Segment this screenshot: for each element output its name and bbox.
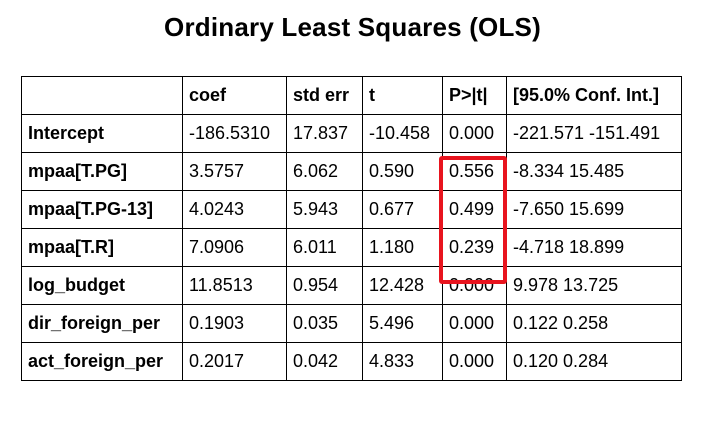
cell-coef: 11.8513 xyxy=(182,266,287,305)
cell-conf-int: -7.650 15.699 xyxy=(506,190,682,229)
cell-coef: 3.5757 xyxy=(182,152,287,191)
row-label: act_foreign_per xyxy=(21,342,183,381)
cell-std-err: 6.011 xyxy=(286,228,363,267)
header-cell-std-err: std err xyxy=(286,76,363,115)
table-row: mpaa[T.PG-13] 4.0243 5.943 0.677 0.499 -… xyxy=(21,190,682,229)
cell-t: -10.458 xyxy=(362,114,443,153)
cell-p-value: 0.239 xyxy=(442,228,507,267)
table-row: dir_foreign_per 0.1903 0.035 5.496 0.000… xyxy=(21,304,682,343)
cell-p-value: 0.556 xyxy=(442,152,507,191)
cell-coef: 4.0243 xyxy=(182,190,287,229)
cell-conf-int: -8.334 15.485 xyxy=(506,152,682,191)
cell-coef: 0.1903 xyxy=(182,304,287,343)
row-label: mpaa[T.PG-13] xyxy=(21,190,183,229)
cell-t: 1.180 xyxy=(362,228,443,267)
table-row: mpaa[T.PG] 3.5757 6.062 0.590 0.556 -8.3… xyxy=(21,152,682,191)
cell-p-value: 0.000 xyxy=(442,342,507,381)
cell-p-value: 0.000 xyxy=(442,304,507,343)
table-row: Intercept -186.5310 17.837 -10.458 0.000… xyxy=(21,114,682,153)
cell-std-err: 0.042 xyxy=(286,342,363,381)
cell-t: 4.833 xyxy=(362,342,443,381)
row-label: dir_foreign_per xyxy=(21,304,183,343)
header-cell-conf-int: [95.0% Conf. Int.] xyxy=(506,76,682,115)
row-label: mpaa[T.R] xyxy=(21,228,183,267)
cell-conf-int: 9.978 13.725 xyxy=(506,266,682,305)
page-title: Ordinary Least Squares (OLS) xyxy=(164,12,541,42)
cell-std-err: 17.837 xyxy=(286,114,363,153)
cell-t: 0.590 xyxy=(362,152,443,191)
cell-p-value: 0.000 xyxy=(442,114,507,153)
cell-t: 12.428 xyxy=(362,266,443,305)
header-cell-empty xyxy=(21,76,183,115)
cell-conf-int: -221.571 -151.491 xyxy=(506,114,682,153)
cell-t: 0.677 xyxy=(362,190,443,229)
cell-std-err: 0.954 xyxy=(286,266,363,305)
table-row: log_budget 11.8513 0.954 12.428 0.000 9.… xyxy=(21,266,682,305)
cell-p-value: 0.000 xyxy=(442,266,507,305)
ols-results-table: coef std err t P>|t| [95.0% Conf. Int.] … xyxy=(21,76,682,381)
cell-std-err: 0.035 xyxy=(286,304,363,343)
table-row: act_foreign_per 0.2017 0.042 4.833 0.000… xyxy=(21,342,682,381)
header-cell-coef: coef xyxy=(182,76,287,115)
row-label: mpaa[T.PG] xyxy=(21,152,183,191)
table-header-row: coef std err t P>|t| [95.0% Conf. Int.] xyxy=(21,76,682,115)
table-row: mpaa[T.R] 7.0906 6.011 1.180 0.239 -4.71… xyxy=(21,228,682,267)
cell-conf-int: 0.122 0.258 xyxy=(506,304,682,343)
cell-std-err: 6.062 xyxy=(286,152,363,191)
cell-coef: 7.0906 xyxy=(182,228,287,267)
header-cell-t: t xyxy=(362,76,443,115)
cell-std-err: 5.943 xyxy=(286,190,363,229)
cell-p-value: 0.499 xyxy=(442,190,507,229)
cell-t: 5.496 xyxy=(362,304,443,343)
header-cell-p-value: P>|t| xyxy=(442,76,507,115)
row-label: Intercept xyxy=(21,114,183,153)
cell-conf-int: -4.718 18.899 xyxy=(506,228,682,267)
row-label: log_budget xyxy=(21,266,183,305)
cell-conf-int: 0.120 0.284 xyxy=(506,342,682,381)
cell-coef: -186.5310 xyxy=(182,114,287,153)
cell-coef: 0.2017 xyxy=(182,342,287,381)
